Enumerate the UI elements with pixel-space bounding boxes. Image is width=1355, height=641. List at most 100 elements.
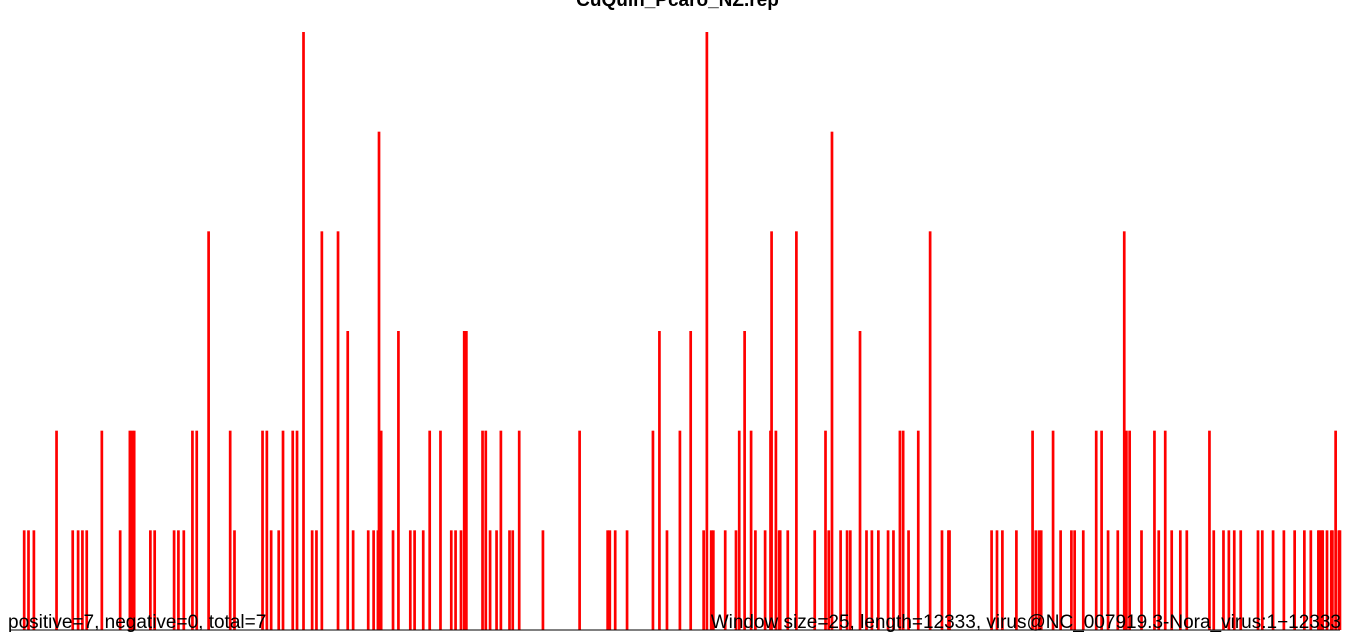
coverage-bar	[898, 430, 902, 630]
coverage-bar	[702, 530, 705, 630]
coverage-bar	[295, 430, 299, 630]
coverage-bar	[916, 430, 920, 630]
coverage-bar	[1100, 430, 1103, 630]
coverage-bar	[886, 530, 890, 630]
coverage-bar	[1001, 530, 1004, 630]
coverage-bar	[366, 530, 370, 630]
coverage-bar	[465, 331, 468, 630]
coverage-bar	[689, 331, 693, 630]
coverage-bar	[372, 530, 375, 630]
coverage-bar	[608, 530, 612, 630]
coverage-bar	[990, 530, 993, 630]
window-info: Window size=25, length=12333, virus@NC_0…	[710, 612, 1341, 633]
coverage-bar	[1070, 530, 1073, 630]
coverage-bar	[100, 430, 104, 630]
coverage-bar	[195, 430, 199, 630]
coverage-bar	[770, 231, 773, 630]
coverage-bar	[1125, 430, 1128, 630]
coverage-bar	[1015, 530, 1018, 630]
coverage-bar	[71, 530, 75, 630]
coverage-bar	[172, 530, 176, 630]
coverage-bar	[149, 530, 152, 630]
coverage-bar	[795, 231, 798, 630]
coverage-bar	[1140, 530, 1143, 630]
coverage-bar	[1185, 530, 1189, 630]
coverage-bar	[191, 430, 194, 630]
coverage-bar	[118, 530, 122, 630]
coverage-bar	[1178, 530, 1182, 630]
coverage-bar	[1212, 530, 1216, 630]
coverage-bar	[665, 530, 669, 630]
coverage-bar	[76, 530, 80, 630]
coverage-bar	[269, 530, 273, 630]
coverage-bar	[511, 530, 515, 630]
coverage-bar	[517, 430, 521, 630]
coverage-bar	[625, 530, 629, 630]
coverage-bar	[1325, 530, 1329, 630]
coverage-bar	[1094, 430, 1098, 630]
coverage-bar	[1334, 430, 1337, 630]
coverage-bar	[481, 430, 484, 630]
coverage-bar	[749, 430, 753, 630]
coverage-bar	[177, 530, 180, 630]
coverage-bar	[1059, 530, 1062, 630]
coverage-bar	[130, 430, 134, 630]
coverage-bar	[320, 231, 324, 630]
coverage-bar	[207, 231, 210, 630]
coverage-bar	[711, 530, 715, 630]
coverage-bar	[182, 530, 186, 630]
coverage-bar	[1170, 530, 1174, 630]
coverage-bar	[651, 430, 655, 630]
coverage-bar	[1227, 530, 1231, 630]
coverage-bar	[948, 530, 951, 630]
coverage-bar	[541, 530, 545, 630]
coverage-bar	[813, 530, 817, 630]
coverage-bar	[778, 530, 782, 630]
coverage-bar	[1303, 530, 1306, 630]
coverage-bar	[737, 430, 741, 630]
coverage-bar	[774, 430, 778, 630]
coverage-bar	[786, 530, 790, 630]
coverage-bar	[508, 530, 511, 630]
coverage-bar	[449, 530, 453, 630]
coverage-bar	[128, 430, 132, 630]
coverage-bar	[1157, 530, 1161, 630]
coverage-bar	[32, 530, 36, 630]
coverage-bar	[1081, 530, 1085, 630]
coverage-bar	[705, 32, 709, 630]
coverage-bar	[261, 430, 264, 630]
coverage-bar	[397, 331, 400, 630]
coverage-bar	[830, 131, 834, 631]
coverage-bar	[1309, 530, 1313, 630]
coverage-bar	[678, 430, 682, 630]
coverage-bar	[462, 331, 466, 630]
coverage-bar	[428, 430, 432, 630]
coverage-bar	[734, 530, 738, 630]
coverage-bar	[1271, 530, 1275, 630]
coverage-bar	[606, 530, 609, 630]
coverage-bar	[377, 131, 381, 631]
coverage-bar	[132, 430, 136, 630]
coverage-bar	[346, 331, 350, 630]
coverage-bar	[336, 231, 340, 630]
coverage-bar	[421, 530, 425, 630]
coverage-bar	[901, 430, 905, 630]
read-count-summary: positive=7, negative=0, total=7	[8, 612, 267, 633]
coverage-bar	[839, 530, 842, 630]
coverage-bar	[763, 530, 767, 630]
coverage-bar	[907, 530, 910, 630]
coverage-bar	[613, 530, 617, 630]
coverage-bar	[1163, 430, 1167, 630]
coverage-bar	[1239, 530, 1243, 630]
coverage-bar	[351, 530, 355, 630]
coverage-bar	[153, 530, 157, 630]
coverage-bar	[995, 530, 999, 630]
coverage-bar	[484, 430, 488, 630]
coverage-bar	[1282, 530, 1286, 630]
coverage-bar	[439, 430, 442, 630]
coverage-bar	[85, 530, 89, 630]
coverage-bar	[723, 530, 727, 630]
coverage-bar	[228, 430, 232, 630]
coverage-bar	[870, 530, 874, 630]
